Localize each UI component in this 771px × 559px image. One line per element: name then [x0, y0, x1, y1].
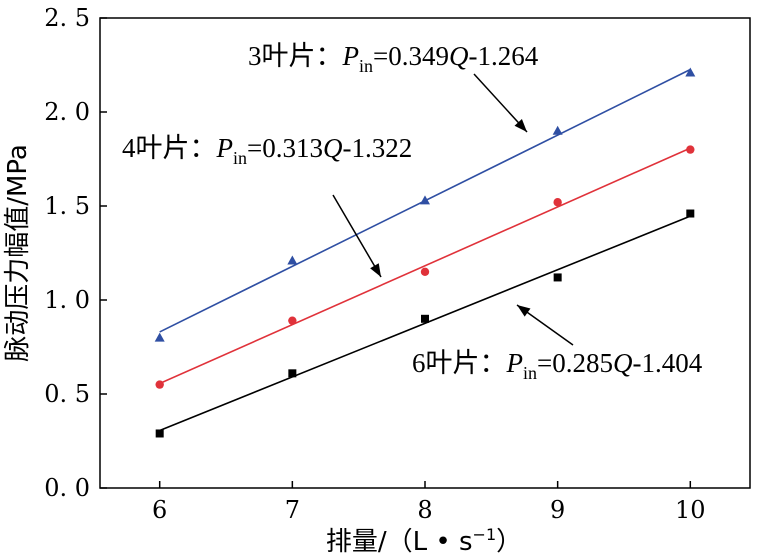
equation-prefix: 3叶片：	[248, 41, 343, 71]
x-tick-label: 6	[152, 496, 167, 524]
annotation-arrowhead	[517, 305, 531, 317]
data-point-square	[686, 209, 695, 218]
x-tick-label: 10	[675, 496, 706, 524]
equation-subscript: in	[233, 148, 247, 168]
data-point-circle	[288, 316, 297, 325]
y-tick-label: 1. 0	[44, 286, 90, 314]
regression-equation: 3叶片：Pin=0.349Q-1.264	[248, 41, 539, 76]
data-point-triangle	[685, 67, 696, 77]
annotation-arrowhead	[370, 263, 381, 277]
equation-prefix: 4叶片：	[122, 133, 217, 163]
equation-coefficient: =0.349	[373, 41, 449, 71]
annotation-arrow-line	[332, 194, 382, 278]
axis-ticks: 6 7 8 9 10 0. 0 0. 5 1. 0 1. 5 2. 0 2. 5	[44, 4, 705, 524]
x-axis-title-close: ）	[496, 527, 522, 557]
data-point-square	[288, 369, 297, 378]
data-point-triangle	[287, 255, 298, 265]
equation-variable: P	[506, 348, 524, 378]
x-axis-title-main: 排量/（L • s	[326, 527, 473, 557]
regression-equation: 4叶片：Pin=0.313Q-1.322	[122, 133, 412, 168]
data-point-square	[155, 429, 164, 438]
x-axis-title: 排量/（L • s−1）	[326, 525, 522, 557]
y-tick-label: 0. 5	[44, 380, 90, 408]
x-tick-label: 8	[417, 496, 432, 524]
fit-line	[159, 147, 691, 385]
equation-subscript: in	[523, 363, 537, 383]
equation-coefficient: =0.285	[537, 348, 613, 378]
y-axis-title: 脉动压力幅值/MPa	[3, 144, 33, 362]
data-point-triangle	[552, 125, 563, 135]
equation-intercept: -1.322	[343, 133, 413, 163]
data-point-square	[421, 314, 429, 323]
equation-coefficient: =0.313	[247, 133, 323, 163]
equation-q: Q	[323, 133, 343, 163]
annotation-arrowhead	[514, 119, 527, 132]
data-point-triangle	[154, 332, 165, 342]
data-markers	[154, 67, 696, 438]
equation-subscript: in	[359, 56, 373, 76]
x-tick-label: 7	[285, 496, 300, 524]
equation-prefix: 6叶片：	[412, 348, 507, 378]
x-tick-label: 9	[550, 496, 565, 524]
equation-intercept: -1.264	[469, 41, 539, 71]
y-tick-label: 0. 0	[44, 474, 90, 502]
regression-equation: 6叶片：Pin=0.285Q-1.404	[412, 348, 703, 383]
data-point-triangle	[420, 195, 430, 205]
data-point-circle	[686, 145, 695, 154]
equation-intercept: -1.404	[633, 348, 703, 378]
equation-q: Q	[613, 348, 633, 378]
data-point-circle	[553, 198, 562, 207]
x-axis-title-exp: −1	[473, 525, 497, 544]
data-point-square	[553, 273, 562, 282]
equation-variable: P	[216, 133, 234, 163]
y-tick-label: 2. 0	[44, 98, 90, 126]
fit-line	[159, 215, 691, 432]
data-point-circle	[155, 380, 164, 389]
annotations: 3叶片：Pin=0.349Q-1.2644叶片：Pin=0.313Q-1.322…	[122, 41, 703, 383]
y-tick-label: 2. 5	[44, 4, 90, 32]
equation-q: Q	[449, 41, 469, 71]
data-point-circle	[420, 267, 430, 276]
equation-variable: P	[342, 41, 360, 71]
y-tick-label: 1. 5	[44, 192, 90, 220]
annotation-arrow-line	[473, 73, 528, 133]
